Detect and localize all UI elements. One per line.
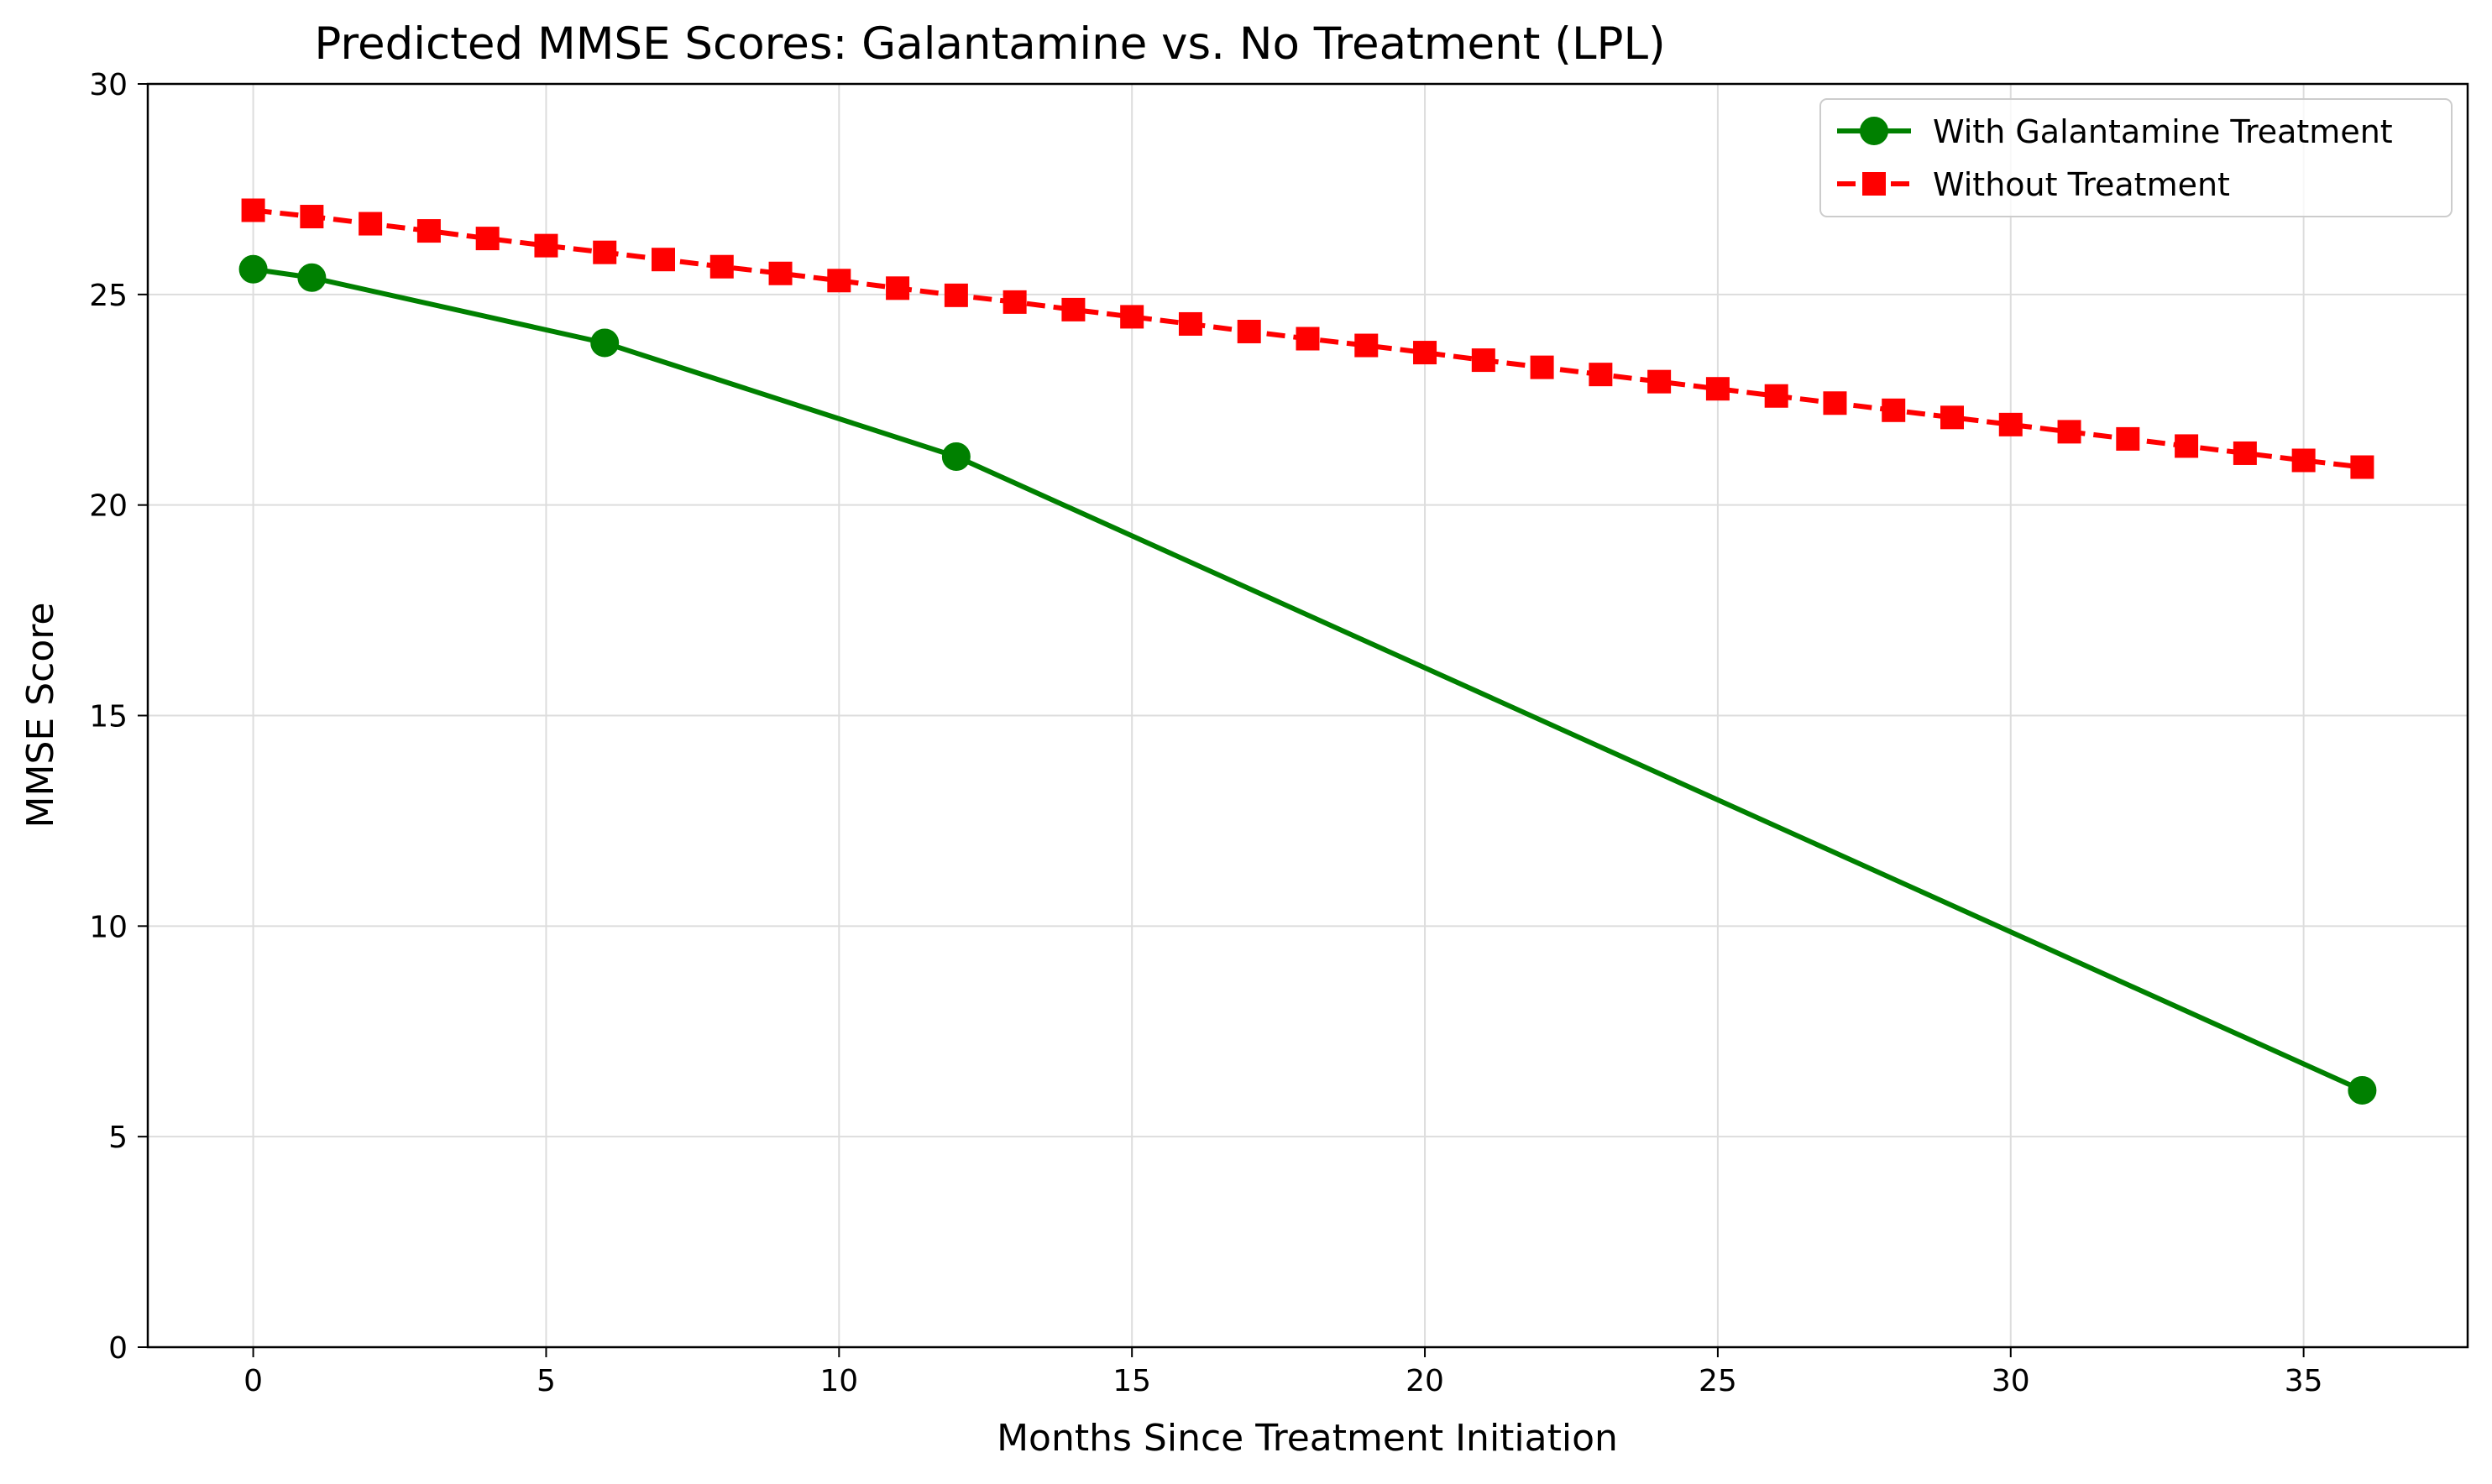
x-tick-label: 10 [819, 1364, 858, 1398]
data-point [1061, 297, 1086, 321]
data-point [709, 254, 734, 279]
data-point [1237, 319, 1261, 343]
x-axis-label: Months Since Treatment Initiation [997, 1417, 1618, 1460]
data-point [475, 227, 500, 251]
data-point [1647, 369, 1672, 394]
data-point [944, 283, 968, 307]
series-without-treatment [241, 198, 2374, 479]
data-point [241, 198, 265, 222]
x-tick-label: 20 [1406, 1364, 1444, 1398]
data-point [2116, 426, 2140, 451]
legend-marker [1862, 172, 1886, 196]
x-tick-label: 0 [243, 1364, 263, 1398]
data-point [768, 261, 793, 285]
data-point [1940, 405, 1964, 430]
data-point [2233, 441, 2257, 465]
x-tick-label: 25 [1699, 1364, 1737, 1398]
data-point [941, 442, 971, 471]
y-tick-label: 0 [108, 1331, 128, 1366]
data-point [534, 233, 558, 258]
data-point [1823, 391, 1847, 415]
data-point [2175, 434, 2199, 458]
data-point [827, 269, 851, 293]
data-point [886, 276, 910, 300]
data-point [238, 254, 268, 284]
legend-label: With Galantamine Treatment [1933, 113, 2393, 150]
legend-frame [1819, 98, 2453, 217]
data-point [2350, 455, 2374, 479]
data-point [652, 248, 675, 272]
y-tick-label: 30 [89, 68, 128, 102]
data-point [1705, 377, 1730, 401]
data-point [1882, 398, 1906, 422]
x-tick-label: 35 [2285, 1364, 2323, 1398]
legend-label: Without Treatment [1933, 166, 2230, 203]
data-point [590, 328, 620, 358]
data-point [2348, 1075, 2377, 1105]
data-point [2291, 448, 2316, 473]
data-point [1296, 327, 1320, 351]
x-axis: 0 5 10 15 20 25 30 35 [243, 1347, 2323, 1398]
data-point [1413, 341, 1437, 365]
legend-entry: With Galantamine Treatment [1837, 113, 2393, 150]
x-tick-label: 15 [1112, 1364, 1151, 1398]
data-point [1471, 348, 1495, 373]
y-tick-label: 20 [89, 489, 128, 524]
x-tick-label: 5 [537, 1364, 556, 1398]
legend-entries: With Galantamine Treatment Without Treatm… [1837, 113, 2393, 203]
y-tick-label: 15 [89, 700, 128, 734]
data-point [300, 205, 324, 229]
y-tick-label: 10 [89, 910, 128, 944]
data-point [1354, 333, 1379, 358]
data-point [297, 263, 327, 292]
y-axis: 0 5 10 15 20 25 30 [89, 68, 148, 1366]
y-tick-label: 25 [89, 279, 128, 313]
data-point [359, 212, 383, 236]
chart-title: Predicted MMSE Scores: Galantamine vs. N… [314, 18, 1665, 70]
series-layer [238, 198, 2377, 1105]
data-point [1003, 290, 1027, 314]
y-axis-label: MMSE Score [19, 603, 62, 828]
legend: With Galantamine Treatment Without Treatm… [1819, 98, 2453, 217]
y-tick-label: 5 [108, 1121, 128, 1155]
data-point [593, 240, 617, 264]
series-with-galantamine-treatment [238, 254, 2377, 1105]
data-point [1120, 305, 1144, 329]
data-point [416, 219, 441, 243]
data-point [1764, 384, 1788, 408]
legend-marker [1860, 117, 1888, 145]
data-point [2057, 420, 2081, 444]
data-point [1530, 355, 1554, 379]
data-point [1178, 311, 1202, 336]
x-tick-label: 30 [1992, 1364, 2030, 1398]
data-point [1589, 363, 1613, 387]
legend-entry: Without Treatment [1837, 166, 2230, 203]
data-point [1998, 412, 2023, 436]
